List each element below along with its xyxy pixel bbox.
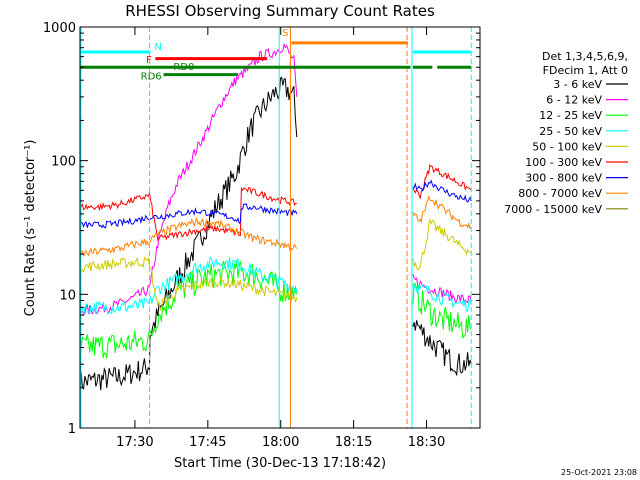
- legend-entry-label: 50 - 100 keV: [532, 140, 602, 153]
- x-axis-label: Start Time (30-Dec-13 17:18:42): [174, 456, 386, 471]
- series-line-5-1: [412, 164, 472, 199]
- legend-entry-label: 12 - 25 keV: [539, 109, 602, 122]
- series-line-4-0: [80, 255, 298, 312]
- series-line-2-0: [80, 259, 298, 359]
- legend-header: Det 1,3,4,5,6,9,: [542, 50, 628, 63]
- x-axis: 17:30 17:45 18:00 18:15 18:30: [116, 27, 445, 450]
- y-tick-label: 1000: [43, 21, 76, 36]
- series-line-4-1: [412, 217, 472, 271]
- series-line-6-1: [412, 179, 472, 203]
- flag-label-rd0: RD0: [173, 62, 194, 73]
- footer-timestamp: 25-Oct-2021 23:08: [561, 468, 637, 477]
- y-tick-label: 1: [68, 422, 76, 437]
- chart-title: RHESSI Observing Summary Count Rates: [125, 2, 435, 20]
- series-line-3-0: [80, 256, 298, 316]
- x-tick-label: 18:15: [335, 435, 372, 450]
- flag-label-rd6: RD6: [141, 71, 162, 82]
- x-tick-label: 18:30: [408, 435, 445, 450]
- series-line-7-1: [412, 195, 472, 230]
- flag-label-n: N: [154, 42, 161, 53]
- series-line-2-1: [412, 282, 472, 339]
- y-tick-label: 100: [51, 155, 76, 170]
- y-axis: 1 10 100 1000: [43, 21, 480, 437]
- x-tick-label: 17:30: [116, 435, 153, 450]
- series-line-1-0: [80, 43, 298, 317]
- legend-entry-label: 7000 - 15000 keV: [504, 203, 602, 216]
- x-tick-label: 18:00: [262, 435, 299, 450]
- series-line-6-0: [80, 203, 298, 229]
- plot-area: NF RD0 RD6 S: [79, 26, 481, 429]
- plot-content: [80, 27, 472, 428]
- y-tick-label: 10: [59, 288, 76, 303]
- legend-entry-label: 300 - 800 keV: [525, 172, 602, 185]
- flag-label-s: S: [282, 28, 288, 39]
- y-axis-label: Count Rate (s⁻¹ detector⁻¹): [23, 140, 38, 317]
- series-line-1-1: [412, 274, 472, 304]
- legend-entry-label: 3 - 6 keV: [553, 78, 602, 91]
- plot-frame: [79, 26, 481, 429]
- series-line-3-1: [412, 283, 472, 312]
- series-line-7-0: [80, 217, 298, 258]
- legend: Det 1,3,4,5,6,9,FDecim 1, Att 03 - 6 keV…: [504, 50, 628, 216]
- legend-entry-label: 6 - 12 keV: [546, 94, 602, 107]
- x-tick-label: 17:45: [189, 435, 226, 450]
- series-line-0-1: [412, 320, 472, 377]
- legend-entry-label: 25 - 50 keV: [539, 125, 602, 138]
- flag-label-f: F: [146, 55, 152, 66]
- series-line-0-0: [80, 76, 298, 395]
- legend-entry-label: 800 - 7000 keV: [518, 187, 602, 200]
- series-line-5-0: [80, 186, 297, 242]
- legend-header: FDecim 1, Att 0: [543, 64, 628, 77]
- legend-entry-label: 100 - 300 keV: [525, 156, 602, 169]
